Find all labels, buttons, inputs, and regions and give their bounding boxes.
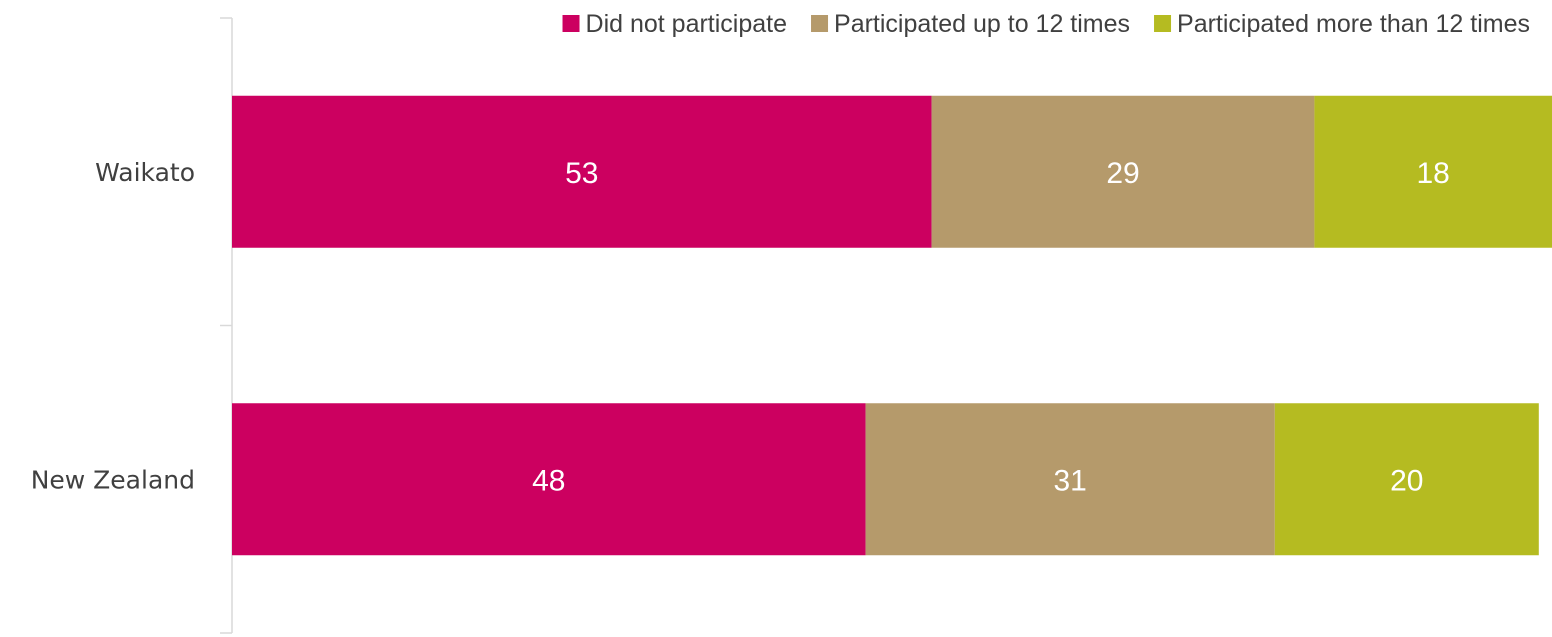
bar-segment xyxy=(232,403,866,556)
legend-swatch xyxy=(562,15,580,32)
bars: 53 29 18 48 31 20 xyxy=(232,95,1552,556)
legend-label: Participated more than 12 times xyxy=(1177,10,1530,38)
legend-label: Did not participate xyxy=(586,10,788,38)
data-label: 29 xyxy=(1106,157,1139,190)
legend-label: Participated up to 12 times xyxy=(834,10,1130,38)
data-label: 31 xyxy=(1054,464,1087,497)
bar-segment xyxy=(1274,403,1539,556)
data-label: 20 xyxy=(1390,464,1423,497)
legend-swatch xyxy=(1154,15,1172,32)
data-label: 53 xyxy=(565,157,598,190)
category-axis xyxy=(220,17,233,634)
bar-segment xyxy=(931,95,1315,248)
legend-item: Did not participate xyxy=(562,10,788,38)
data-label: 18 xyxy=(1417,157,1450,190)
legend: Did not participate Participated up to 12… xyxy=(562,10,1530,38)
bar-segment xyxy=(1314,95,1552,248)
data-label: 48 xyxy=(532,464,565,497)
bar-segment xyxy=(232,95,932,248)
category-label: Waikato xyxy=(95,158,195,187)
category-label: New Zealand xyxy=(31,465,195,494)
legend-swatch xyxy=(811,15,829,32)
category-labels: Waikato New Zealand xyxy=(31,158,195,495)
legend-item: Participated up to 12 times xyxy=(811,10,1130,38)
bar-segment xyxy=(865,403,1275,556)
legend-item: Participated more than 12 times xyxy=(1154,10,1530,38)
